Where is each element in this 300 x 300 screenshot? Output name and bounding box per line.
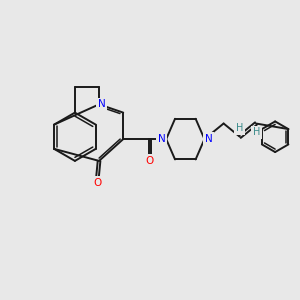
Text: N: N [205,134,213,144]
Text: H: H [236,123,243,133]
Text: N: N [98,99,105,110]
Text: N: N [158,134,166,144]
Text: O: O [146,156,154,166]
Text: H: H [253,127,260,137]
Text: O: O [94,178,102,188]
